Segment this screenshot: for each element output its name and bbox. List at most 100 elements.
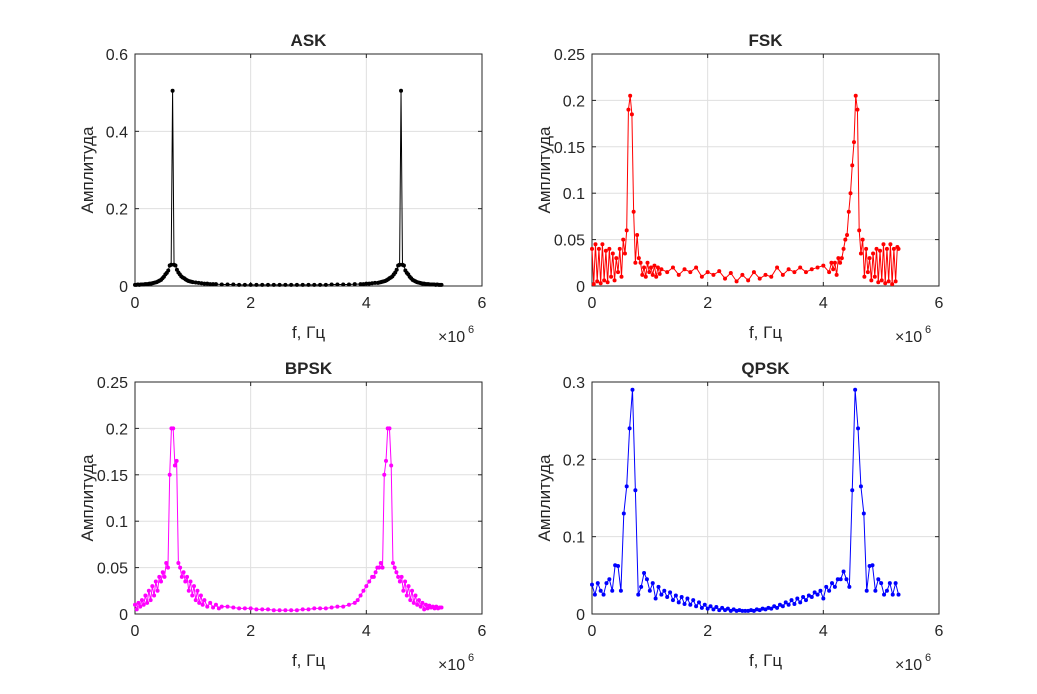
data-point: [878, 248, 883, 253]
data-point: [827, 270, 832, 275]
data-point: [775, 265, 780, 270]
data-point: [420, 600, 425, 605]
data-point: [740, 272, 745, 277]
data-point: [157, 574, 162, 579]
data-point: [673, 593, 678, 598]
data-point: [653, 596, 658, 601]
data-point: [595, 581, 600, 586]
data-point: [294, 608, 299, 613]
data-point: [676, 272, 681, 277]
data-point: [757, 276, 762, 281]
data-point: [843, 237, 848, 242]
data-point: [231, 605, 236, 610]
data-point: [746, 278, 751, 283]
data-point: [818, 588, 823, 593]
data-point: [166, 268, 171, 273]
data-point: [162, 574, 167, 579]
data-point: [190, 593, 195, 598]
x-tick-label: 6: [935, 295, 944, 312]
data-point: [371, 574, 376, 579]
x-tick-label: 2: [703, 295, 712, 312]
data-point: [780, 604, 785, 609]
y-axis-label: Амплитуда: [78, 126, 97, 213]
data-point: [682, 267, 687, 272]
data-point: [181, 570, 186, 575]
data-point: [694, 265, 699, 270]
x-axis-label: f, Гц: [749, 323, 782, 342]
data-point: [358, 282, 363, 287]
data-point: [835, 577, 840, 582]
data-point: [870, 563, 875, 568]
data-point: [812, 590, 817, 595]
data-point: [254, 607, 259, 612]
data-point: [618, 588, 623, 593]
data-point: [801, 594, 806, 599]
chart-title: QPSK: [741, 359, 790, 378]
data-point: [605, 280, 610, 285]
y-tick-label: 0.4: [106, 124, 128, 141]
data-point: [404, 593, 409, 598]
data-point: [248, 282, 253, 287]
data-point: [410, 588, 415, 593]
data-point: [874, 246, 879, 251]
data-point: [643, 274, 648, 279]
data-point: [848, 191, 853, 196]
data-point: [662, 588, 667, 593]
data-point: [893, 279, 898, 284]
y-tick-label: 0.15: [554, 140, 585, 157]
data-point: [237, 606, 242, 611]
data-point: [195, 588, 200, 593]
data-point: [610, 251, 615, 256]
data-point: [798, 265, 803, 270]
data-point: [422, 607, 427, 612]
data-point: [751, 270, 756, 275]
data-point: [640, 272, 645, 277]
data-point: [691, 598, 696, 603]
data-point: [858, 251, 863, 256]
data-point: [676, 600, 681, 605]
data-point: [133, 602, 137, 607]
data-point: [740, 608, 745, 613]
data-point: [394, 267, 399, 272]
data-point: [699, 605, 704, 610]
x-tick-label: 4: [362, 295, 371, 312]
data-point: [377, 565, 382, 570]
data-point: [596, 246, 601, 251]
data-point: [146, 588, 151, 593]
data-point: [169, 262, 174, 267]
data-point: [609, 274, 614, 279]
data-point: [143, 593, 148, 598]
data-point: [237, 282, 242, 287]
data-point: [734, 279, 739, 284]
data-point: [155, 588, 160, 593]
data-point: [208, 282, 213, 287]
data-point: [607, 577, 612, 582]
data-point: [389, 463, 394, 468]
data-point: [862, 274, 867, 279]
data-point: [815, 265, 820, 270]
data-point: [873, 588, 878, 593]
axes-box: [591, 381, 940, 615]
data-point: [401, 263, 406, 268]
y-tick-label: 0.1: [563, 186, 585, 203]
data-point: [851, 140, 856, 145]
data-point: [178, 565, 183, 570]
data-point: [294, 282, 299, 287]
subplot-fsk: 0 2 4 6 0 0.05 0.1 0.15 0.2 0.25 FSK f, Гц Амплитуда…: [535, 31, 944, 346]
data-point: [341, 604, 346, 609]
data-point: [592, 592, 597, 597]
data-point: [824, 584, 829, 589]
data-point: [378, 560, 383, 565]
data-point: [614, 256, 619, 261]
data-point: [397, 579, 402, 584]
data-point: [786, 267, 791, 272]
data-point: [186, 588, 191, 593]
data-point: [679, 594, 684, 599]
data-point: [659, 592, 664, 597]
data-point: [595, 279, 600, 284]
data-point: [396, 574, 401, 579]
data-point: [219, 282, 224, 287]
data-point: [225, 282, 230, 287]
